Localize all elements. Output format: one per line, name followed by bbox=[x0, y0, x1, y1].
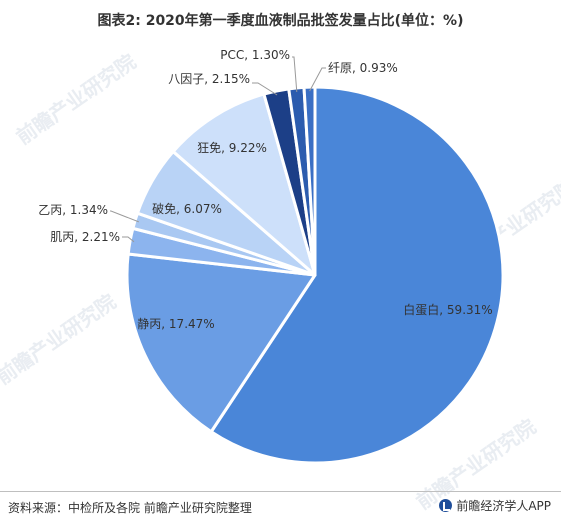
leader-lines bbox=[110, 56, 326, 243]
pie-slice-2 bbox=[125, 252, 317, 434]
pie-slices bbox=[125, 85, 505, 465]
slice-label: 肌丙, 2.21% bbox=[50, 230, 120, 244]
leader-line bbox=[122, 236, 135, 243]
slice-label: 白蛋白, 59.31% bbox=[403, 302, 492, 317]
watermark-text: 前瞻产业研究院 bbox=[12, 49, 140, 149]
chart-title: 图表2: 2020年第一季度血液制品批签发量占比(单位：%) bbox=[97, 13, 464, 29]
slice-labels: 白蛋白, 59.31% 静丙, 17.47% 肌丙, 2.21% 乙丙, 1.34% 破… bbox=[38, 48, 492, 331]
slice-label: 纤原, 0.93% bbox=[328, 61, 398, 75]
slice-label: 狂免, 9.22% bbox=[197, 140, 267, 155]
leader-line bbox=[252, 82, 278, 96]
source-note: 资料来源：中检所及各院 前瞻产业研究院整理 bbox=[8, 501, 252, 515]
watermark-text: 前瞻产业研究院 bbox=[0, 289, 120, 389]
pie-slice-9 bbox=[302, 85, 317, 277]
pie-slice-6 bbox=[171, 92, 317, 277]
brand-badge: 前瞻经济学人APP bbox=[439, 497, 551, 514]
leader-line bbox=[292, 56, 298, 92]
slice-label: 乙丙, 1.34% bbox=[38, 203, 108, 217]
footer-divider bbox=[0, 491, 561, 492]
slice-label: PCC, 1.30% bbox=[220, 48, 290, 62]
slice-label: 八因子, 2.15% bbox=[168, 72, 250, 86]
brand-name: 前瞻经济学人APP bbox=[456, 499, 551, 513]
brand-logo-icon bbox=[439, 499, 453, 512]
leader-line bbox=[110, 210, 139, 223]
slice-label: 破免, 6.07% bbox=[152, 201, 222, 216]
pie-slice-1 bbox=[209, 85, 505, 465]
slice-label: 静丙, 17.47% bbox=[137, 317, 214, 331]
leader-line bbox=[309, 67, 326, 92]
